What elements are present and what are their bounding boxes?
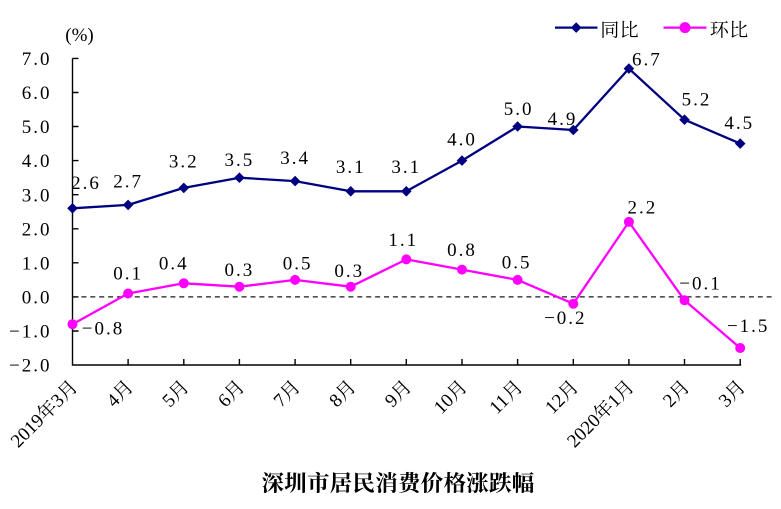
- svg-text:6.0: 6.0: [22, 83, 52, 104]
- svg-text:−0.1: −0.1: [679, 274, 721, 295]
- svg-text:0.1: 0.1: [113, 263, 143, 284]
- svg-text:3.1: 3.1: [336, 157, 366, 178]
- svg-text:4.0: 4.0: [22, 151, 52, 172]
- svg-text:(%): (%): [65, 25, 93, 46]
- svg-text:3.5: 3.5: [225, 150, 255, 171]
- svg-text:7.0: 7.0: [22, 49, 52, 70]
- svg-text:5.2: 5.2: [682, 90, 712, 111]
- svg-text:6.7: 6.7: [632, 50, 662, 71]
- svg-text:3.1: 3.1: [391, 157, 421, 178]
- svg-text:4.0: 4.0: [447, 130, 477, 151]
- svg-text:−1.0: −1.0: [9, 322, 51, 343]
- svg-text:0.4: 0.4: [159, 254, 189, 275]
- svg-text:−2.0: −2.0: [9, 356, 51, 377]
- svg-text:5.0: 5.0: [504, 99, 534, 120]
- svg-text:−0.2: −0.2: [544, 308, 586, 329]
- svg-text:2.6: 2.6: [71, 173, 101, 194]
- svg-text:4.5: 4.5: [724, 113, 754, 134]
- svg-text:4.9: 4.9: [548, 109, 578, 130]
- svg-text:2.7: 2.7: [113, 172, 143, 193]
- svg-text:3.2: 3.2: [169, 152, 199, 173]
- svg-text:0.3: 0.3: [225, 260, 255, 281]
- svg-text:0.5: 0.5: [502, 253, 532, 274]
- svg-text:1.1: 1.1: [388, 230, 418, 251]
- svg-text:2.0: 2.0: [22, 219, 52, 240]
- svg-text:2.2: 2.2: [628, 197, 658, 218]
- svg-text:5.0: 5.0: [22, 117, 52, 138]
- svg-text:1.0: 1.0: [22, 253, 52, 274]
- svg-text:3.4: 3.4: [280, 148, 310, 169]
- svg-text:0.0: 0.0: [22, 288, 52, 309]
- svg-text:−0.8: −0.8: [82, 319, 124, 340]
- svg-text:0.3: 0.3: [334, 261, 364, 282]
- svg-text:0.8: 0.8: [447, 240, 477, 261]
- svg-text:3.0: 3.0: [22, 185, 52, 206]
- svg-text:−1.5: −1.5: [727, 316, 769, 337]
- svg-text:0.5: 0.5: [283, 254, 313, 275]
